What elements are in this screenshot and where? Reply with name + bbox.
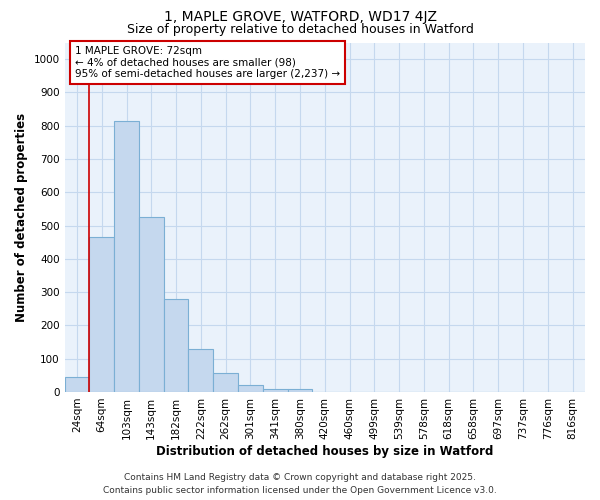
Bar — [213, 373, 238, 392]
Text: 1 MAPLE GROVE: 72sqm
← 4% of detached houses are smaller (98)
95% of semi-detach: 1 MAPLE GROVE: 72sqm ← 4% of detached ho… — [75, 46, 340, 79]
Bar — [238, 384, 263, 392]
Bar — [188, 350, 213, 392]
Bar — [89, 237, 114, 392]
Bar — [139, 217, 164, 392]
Y-axis label: Number of detached properties: Number of detached properties — [15, 112, 28, 322]
Bar — [164, 300, 188, 392]
X-axis label: Distribution of detached houses by size in Watford: Distribution of detached houses by size … — [156, 444, 493, 458]
Text: Size of property relative to detached houses in Watford: Size of property relative to detached ho… — [127, 22, 473, 36]
Text: Contains HM Land Registry data © Crown copyright and database right 2025.
Contai: Contains HM Land Registry data © Crown c… — [103, 474, 497, 495]
Bar — [287, 390, 313, 392]
Bar — [114, 120, 139, 392]
Text: 1, MAPLE GROVE, WATFORD, WD17 4JZ: 1, MAPLE GROVE, WATFORD, WD17 4JZ — [163, 10, 437, 24]
Bar — [65, 377, 89, 392]
Bar — [263, 388, 287, 392]
